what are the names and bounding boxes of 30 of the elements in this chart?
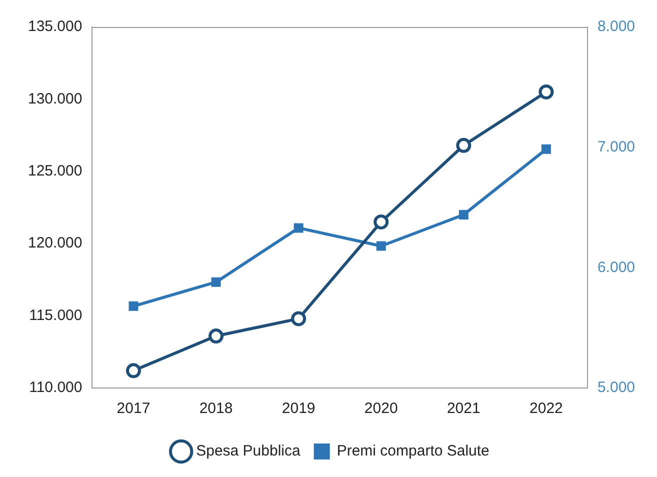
point	[541, 144, 551, 154]
point	[376, 241, 386, 251]
y-tick-label: 130.000	[28, 90, 82, 108]
point	[458, 210, 468, 220]
legend-label: Premi comparto Salute	[336, 442, 490, 460]
legend-label: Spesa Pubblica	[196, 442, 301, 460]
point	[291, 311, 306, 326]
y-tick-label: 110.000	[29, 379, 82, 396]
point	[211, 277, 221, 287]
point	[294, 223, 304, 233]
x-tick-label: 2022	[530, 400, 563, 418]
x-tick-label: 2021	[446, 400, 480, 418]
x-tick-label: 2018	[199, 400, 233, 418]
point	[456, 138, 472, 153]
y2-tick-label: 5.000	[597, 379, 636, 396]
y-tick-label: 115.000	[29, 306, 82, 324]
y-tick-label: 125.000	[28, 162, 82, 180]
point	[374, 214, 389, 230]
point	[538, 84, 554, 100]
point	[128, 301, 138, 311]
x-tick-label: 2019	[282, 400, 316, 418]
point	[208, 328, 224, 344]
y2-tick-label: 6.000	[597, 258, 636, 276]
point	[126, 363, 141, 378]
y2-tick-label: 8.000	[597, 18, 636, 36]
y2-tick-label: 7.000	[597, 138, 636, 156]
y-tick-label: 135.000	[28, 18, 82, 36]
y-tick-label: 120.000	[28, 234, 82, 252]
x-tick-label: 2020	[364, 400, 398, 418]
x-tick-label: 2017	[116, 400, 150, 418]
